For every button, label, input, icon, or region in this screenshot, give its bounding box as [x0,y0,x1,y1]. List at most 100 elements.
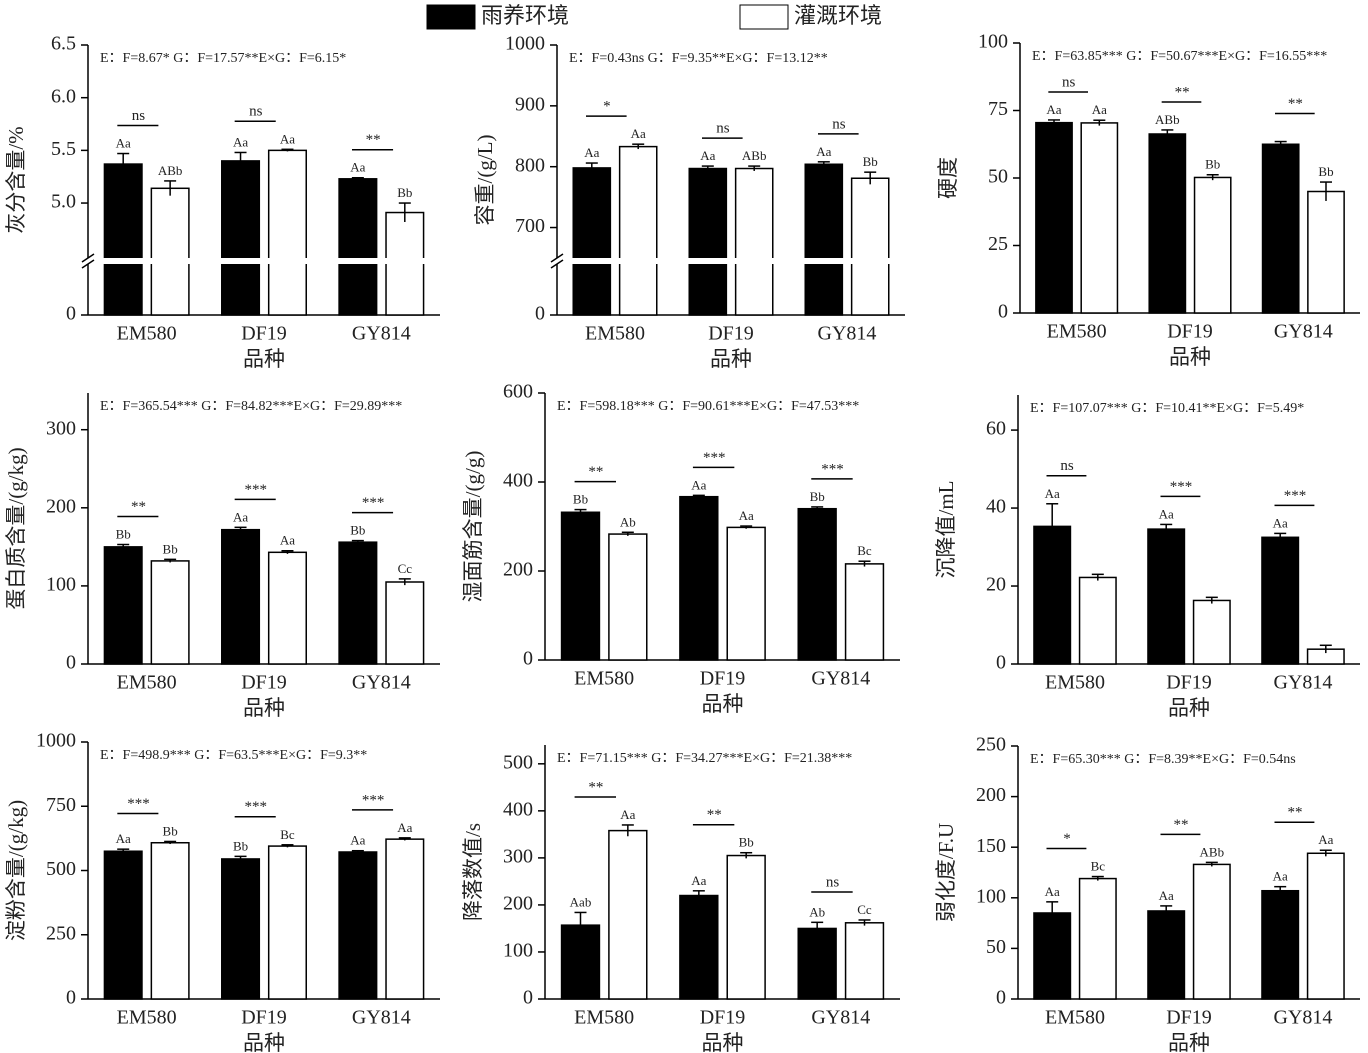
x-tick-label: GY814 [1274,672,1333,694]
x-tick-label: DF19 [1166,672,1212,694]
bar [385,581,425,665]
letter-label: Aa [1092,102,1107,117]
letter-label: Aa [1273,869,1288,884]
significance-label: * [1063,831,1071,847]
letter-label: ABb [1155,112,1180,127]
y-tick-label: 250 [46,922,76,944]
bar [572,167,612,316]
panel: 0 100 200 300 400 500 E：F=71.15*** G：F=34.27**… [461,745,900,1053]
bar [797,927,837,1000]
y-tick-label: 50 [986,936,1006,958]
y-axis-label: 灰分含量/% [4,126,28,233]
x-tick-label: EM580 [574,668,634,690]
stats-annotation: E：F=598.18*** G：F=90.61***E×G：F=47.53*** [557,399,859,414]
stats-annotation: E：F=107.07*** G：F=10.41**E×G：F=5.49* [1030,401,1304,416]
x-axis-label: 品种 [702,692,744,716]
y-tick-label: 200 [503,559,533,581]
bar [1261,536,1300,665]
significance-label: ** [588,464,603,480]
significance-label: ** [366,132,381,148]
bar [1192,863,1231,1000]
letter-label: ABb [742,148,767,163]
bar [1261,143,1300,314]
bar [150,560,190,665]
x-tick-label: DF19 [1167,321,1213,343]
x-tick-label: EM580 [117,1007,177,1029]
x-tick-label: EM580 [1047,321,1107,343]
letter-label: Aa [116,136,131,151]
y-axis-label: 弱化度/F.U [934,823,958,922]
legend-swatch [426,4,476,30]
y-tick-label: 0 [535,303,545,325]
letter-label: Bc [280,827,295,842]
y-tick-label: 0 [66,303,76,325]
y-tick-label: 5.0 [51,191,76,213]
bar [338,541,378,665]
x-axis-label: 品种 [1168,1031,1210,1053]
bar [150,841,190,1000]
bar [221,528,261,665]
y-tick-label: 900 [515,93,545,115]
x-axis-label: 品种 [702,1031,744,1053]
x-tick-label: EM580 [574,1007,634,1029]
significance-label: ns [1062,74,1076,90]
bar [338,851,378,1000]
y-tick-label: 100 [978,31,1008,53]
letter-label: Aa [739,508,754,523]
stats-annotation: E：F=8.67* G：F=17.57**E×G：F=6.15* [100,51,346,66]
letter-label: Bb [863,154,878,169]
y-tick-label: 0 [66,652,76,674]
x-tick-label: GY814 [1274,1007,1333,1029]
axis-break-mark [550,259,564,269]
bar [679,495,719,661]
x-tick-label: DF19 [241,1007,287,1029]
x-tick-label: EM580 [117,672,177,694]
y-tick-label: 300 [46,417,76,439]
x-tick-label: GY814 [352,323,411,345]
y-tick-label: 500 [503,751,533,773]
axis-break-mark [81,253,95,263]
x-axis-label: 品种 [243,696,285,720]
y-tick-label: 6.0 [51,85,76,107]
significance-label: *** [821,461,844,477]
letter-label: Bb [350,523,365,538]
letter-label: Bb [163,541,178,556]
letter-label: ABb [1200,844,1225,859]
bar [221,160,261,316]
letter-label: Bb [1205,157,1220,172]
y-tick-label: 500 [46,858,76,880]
bar [726,854,766,1000]
bar [850,177,890,316]
letter-label: Aa [700,148,715,163]
stats-annotation: E：F=63.85*** G：F=50.67***E×G：F=16.55*** [1032,49,1327,64]
y-tick-label: 100 [46,573,76,595]
bar [103,546,143,665]
y-tick-label: 400 [503,798,533,820]
significance-label: *** [127,796,150,812]
x-tick-label: EM580 [117,323,177,345]
y-tick-label: 700 [515,215,545,237]
bar [1035,121,1073,314]
letter-label: Aa [233,509,248,524]
letter-label: Bc [1091,859,1106,874]
bar [688,167,728,316]
x-tick-label: EM580 [1045,672,1105,694]
bar [103,163,143,316]
y-tick-label: 20 [986,574,1006,596]
legend-swatch [739,4,789,30]
bar [267,845,307,1000]
letter-label: Bb [116,526,131,541]
x-tick-label: GY814 [811,1007,870,1029]
significance-label: *** [362,792,385,808]
bar [608,829,648,1000]
y-tick-label: 200 [503,893,533,915]
significance-label: ns [1060,458,1074,474]
significance-label: *** [703,450,726,466]
panel: 0 50 100 150 200 250 E：F=65.30*** G：F=8.39**E×… [934,734,1360,1053]
significance-label: * [603,99,611,115]
stats-annotation: E：F=498.9*** G：F=63.5***E×G：F=9.3** [100,748,367,763]
significance-label: ns [826,874,840,890]
bar [608,533,648,661]
letter-label: Bb [163,823,178,838]
